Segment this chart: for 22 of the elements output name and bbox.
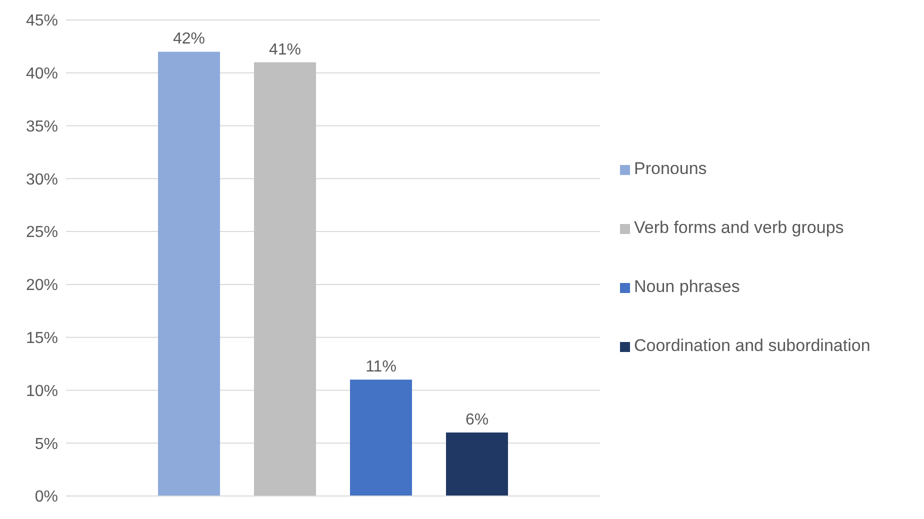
y-tick-label: 0% — [34, 488, 58, 506]
y-tick-label: 10% — [26, 382, 58, 400]
y-tick-label: 20% — [26, 277, 58, 294]
y-tick-label: 15% — [26, 330, 58, 348]
data-label: 6% — [465, 412, 489, 429]
y-tick-label: 45% — [26, 12, 58, 30]
data-label: 42% — [172, 30, 206, 48]
y-tick-label: 5% — [34, 436, 58, 453]
legend-label: Coordination and subordination — [634, 336, 870, 355]
y-tick-label: 35% — [26, 118, 58, 136]
bar — [446, 432, 508, 496]
data-label: 11% — [366, 358, 396, 376]
bar — [254, 62, 316, 496]
y-tick-label: 25% — [26, 224, 58, 242]
legend-label: Verb forms and verb groups — [634, 218, 844, 237]
legend-label: Pronouns — [634, 159, 707, 178]
bar — [158, 52, 220, 496]
y-tick-label: 40% — [26, 66, 58, 83]
data-label: 41% — [268, 41, 302, 58]
y-tick-label: 30% — [26, 171, 58, 188]
bar — [350, 380, 412, 496]
legend-label: Noun phrases — [634, 277, 740, 296]
